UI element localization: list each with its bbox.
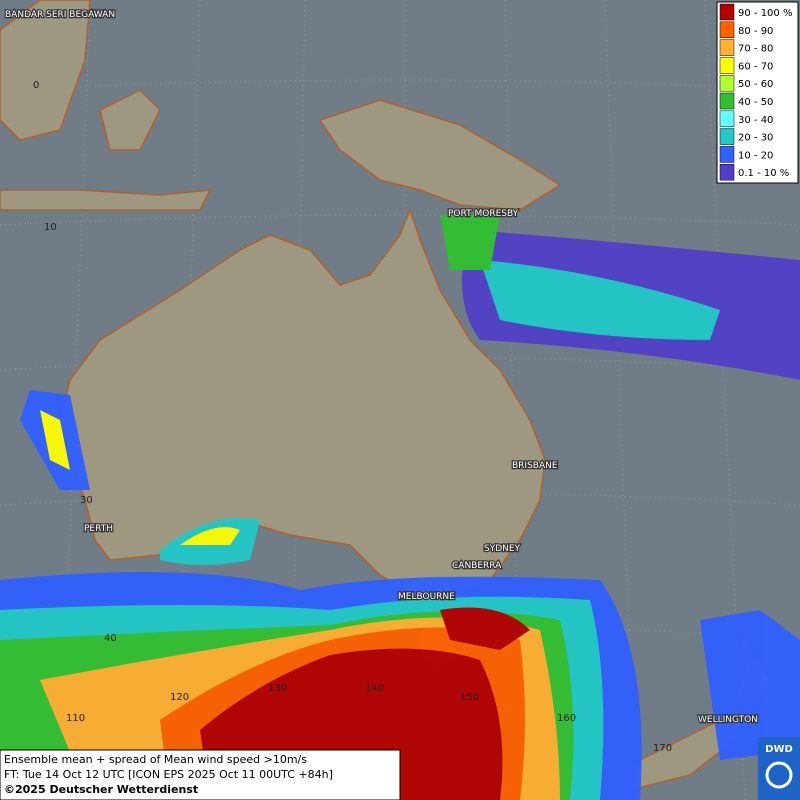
grid-label: 120: [170, 692, 189, 703]
legend-swatch: [719, 57, 735, 74]
caption-line: ©2025 Deutscher Wetterdienst: [4, 783, 198, 796]
grid-label: 130: [268, 683, 287, 694]
logo-box: [758, 737, 800, 800]
grid-label: 170: [653, 743, 672, 754]
legend-swatch: [719, 163, 735, 181]
logo-icon: [765, 761, 793, 789]
grid-label: 30: [80, 495, 93, 506]
place-label: SYDNEY: [484, 544, 521, 554]
legend-label: 80 - 90: [738, 26, 773, 37]
place-label: MELBOURNE: [398, 592, 455, 602]
legend-swatch: [719, 3, 735, 21]
legend-swatch: [719, 74, 735, 92]
legend-swatch: [719, 110, 735, 128]
caption-box: [0, 749, 401, 800]
caption-line: Ensemble mean + spread of Mean wind spee…: [4, 753, 307, 766]
legend-label: 70 - 80: [738, 44, 773, 55]
caption-line: FT: Tue 14 Oct 12 UTC [ICON EPS 2025 Oct…: [4, 768, 333, 781]
caption: Ensemble mean + spread of Mean wind spee…: [0, 749, 401, 800]
legend-swatch: [719, 128, 735, 145]
logo-text: DWD: [765, 744, 793, 755]
legend-label: 30 - 40: [738, 115, 773, 126]
place-label: BANDAR SERI BEGAWAN: [5, 10, 115, 20]
place-label: BRISBANE: [512, 461, 558, 471]
legend-swatch: [719, 146, 735, 163]
grid-label: 150: [460, 692, 479, 703]
legend: 90 - 100 % 80 - 90 70 - 80 60 - 70 50 - 60 40…: [716, 1, 799, 184]
legend-label: 40 - 50: [738, 97, 773, 108]
legend-label: 0.1 - 10 %: [738, 168, 789, 179]
logo: DWD: [758, 737, 800, 800]
place-label: CANBERRA: [452, 561, 502, 571]
grid-label: 160: [557, 713, 576, 724]
legend-label: 10 - 20: [738, 150, 773, 161]
grid-label: 110: [66, 713, 85, 724]
legend-label: 50 - 60: [738, 79, 773, 90]
grid-label: 40: [104, 633, 117, 644]
grid-label: 140: [365, 683, 384, 694]
legend-swatch: [719, 39, 735, 56]
legend-swatch: [719, 92, 735, 110]
place-label: PORT MORESBY: [448, 209, 519, 219]
legend-label: 60 - 70: [738, 61, 773, 72]
grid-label: 10: [44, 222, 57, 233]
legend-swatch: [719, 21, 735, 39]
place-label: PERTH: [84, 524, 113, 534]
legend-label: 90 - 100 %: [738, 8, 792, 19]
grid-label: 0: [33, 80, 39, 91]
labels: BANDAR SERI BEGAWAN PORT MORESBY BRISBANE P…: [4, 9, 759, 754]
place-label: WELLINGTON: [698, 715, 758, 725]
legend-label: 20 - 30: [738, 133, 773, 144]
